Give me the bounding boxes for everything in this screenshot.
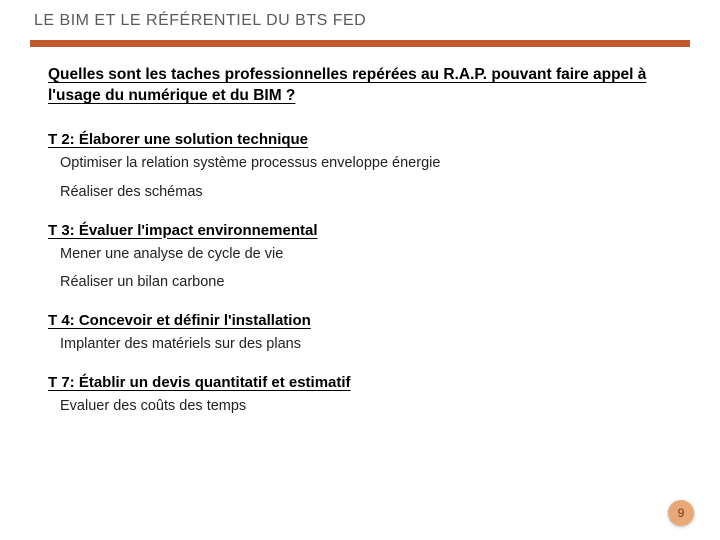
task-item: Réaliser un bilan carbone — [48, 273, 680, 292]
task-item: Mener une analyse de cycle de vie — [48, 245, 680, 264]
task-item: Optimiser la relation système processus … — [48, 154, 680, 173]
task-item: Réaliser des schémas — [48, 183, 680, 202]
task-item: Implanter des matériels sur des plans — [48, 335, 680, 354]
page-number-badge: 9 — [668, 500, 694, 526]
task-title: T 3: Évaluer l'impact environnemental — [48, 222, 680, 239]
task-block: T 3: Évaluer l'impact environnemental Me… — [48, 222, 680, 293]
task-block: T 2: Élaborer une solution technique Opt… — [48, 131, 680, 202]
content-area: Quelles sont les taches professionnelles… — [30, 47, 690, 416]
task-title: T 2: Élaborer une solution technique — [48, 131, 680, 148]
task-title: T 7: Établir un devis quantitatif et est… — [48, 374, 680, 391]
task-item: Evaluer des coûts des temps — [48, 397, 680, 416]
slide-title: LE BIM ET LE RÉFÉRENTIEL DU BTS FED — [30, 12, 690, 38]
title-underline — [30, 40, 690, 47]
slide: LE BIM ET LE RÉFÉRENTIEL DU BTS FED Quel… — [0, 0, 720, 540]
task-block: T 7: Établir un devis quantitatif et est… — [48, 374, 680, 416]
task-block: T 4: Concevoir et définir l'installation… — [48, 312, 680, 354]
main-question: Quelles sont les taches professionnelles… — [48, 65, 680, 107]
task-title: T 4: Concevoir et définir l'installation — [48, 312, 680, 329]
